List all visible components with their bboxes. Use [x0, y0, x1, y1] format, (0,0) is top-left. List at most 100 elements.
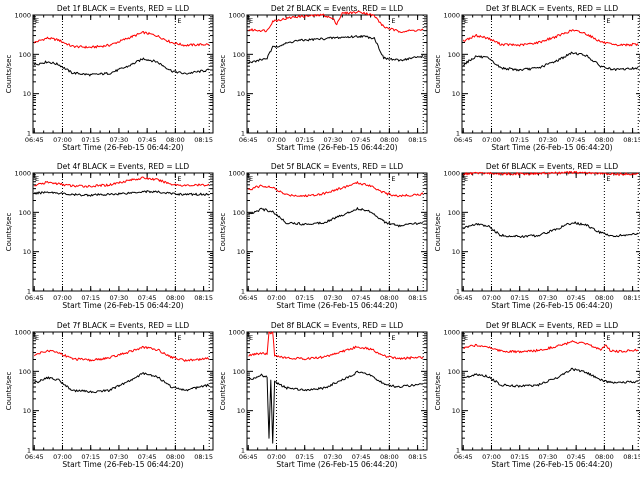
lld-series-line	[248, 10, 424, 33]
x-tick-label: 06:45	[25, 294, 44, 302]
x-tick-label: 08:00	[380, 136, 399, 144]
plot-frame	[461, 172, 640, 292]
event-marker-label: E	[464, 175, 468, 183]
events-series-line	[33, 372, 210, 394]
plot-frame	[32, 331, 214, 451]
y-tick-label: 1	[241, 130, 245, 138]
y-tick-label: 100	[233, 209, 245, 217]
x-tick-label: 07:45	[567, 294, 586, 302]
x-tick-label: 08:00	[595, 453, 614, 461]
event-marker-label: E	[606, 17, 610, 25]
x-axis-label: Start Time (26-Feb-15 06:44:20)	[62, 143, 183, 152]
y-axis-label: Counts/sec	[219, 372, 227, 411]
x-axis-label: Start Time (26-Feb-15 06:44:20)	[276, 460, 397, 469]
detector-panel: Det 9f BLACK = Events, RED = LLD 1 10 100 10…	[434, 321, 640, 469]
x-tick-label: 06:45	[454, 294, 473, 302]
x-tick-label: 07:45	[352, 453, 371, 461]
detector-panel: Det 3f BLACK = Events, RED = LLD 1 10 100 10…	[434, 4, 640, 152]
event-marker-label: E	[35, 17, 39, 25]
y-tick-label: 1000	[443, 329, 460, 337]
event-marker-label: E	[177, 17, 181, 25]
event-marker-label: E	[177, 334, 181, 342]
panel-title: Det 8f BLACK = Events, RED = LLD	[271, 321, 404, 330]
y-tick-label: 100	[233, 368, 245, 376]
x-tick-label: 06:45	[239, 136, 258, 144]
y-axis-label: Counts/sec	[219, 213, 227, 252]
plot-frame	[461, 14, 640, 134]
x-tick-label: 07:00	[267, 453, 286, 461]
lld-series-line	[33, 345, 210, 362]
lld-series-line	[247, 181, 424, 198]
detector-panel: Det 4f BLACK = Events, RED = LLD 1 10 100 10…	[5, 162, 214, 310]
events-series-line	[462, 367, 639, 388]
x-tick-label: 08:15	[623, 294, 640, 302]
event-marker-label: E	[249, 17, 253, 25]
y-tick-label: 1000	[443, 12, 460, 20]
x-tick-label: 07:45	[138, 136, 157, 144]
x-tick-label: 07:15	[81, 136, 100, 144]
x-tick-label: 07:15	[510, 294, 529, 302]
x-tick-label: 08:15	[408, 294, 427, 302]
x-tick-label: 08:00	[166, 453, 185, 461]
x-tick-label: 07:30	[110, 136, 129, 144]
y-tick-label: 10	[23, 248, 31, 256]
x-tick-label: 07:15	[510, 453, 529, 461]
x-tick-label: 08:15	[194, 453, 213, 461]
event-marker-label: E	[391, 175, 395, 183]
x-tick-label: 08:15	[194, 136, 213, 144]
y-tick-label: 10	[237, 90, 245, 98]
x-tick-label: 06:45	[25, 453, 44, 461]
x-tick-label: 07:45	[138, 453, 157, 461]
event-marker-label: E	[249, 334, 253, 342]
y-tick-label: 10	[452, 248, 460, 256]
lld-series-line	[248, 331, 424, 361]
x-tick-label: 08:15	[194, 294, 213, 302]
x-tick-label: 07:15	[81, 453, 100, 461]
x-tick-label: 06:45	[454, 453, 473, 461]
lld-series-line	[462, 170, 639, 176]
events-series-line	[247, 35, 424, 65]
x-tick-label: 07:00	[482, 136, 501, 144]
x-tick-label: 07:00	[267, 136, 286, 144]
y-axis-label: Counts/sec	[434, 55, 442, 94]
y-tick-label: 1000	[228, 329, 245, 337]
plot-frame	[246, 172, 428, 292]
lld-series-line	[34, 176, 210, 188]
event-marker-label: E	[35, 334, 39, 342]
y-tick-label: 10	[237, 248, 245, 256]
x-tick-label: 07:00	[53, 136, 72, 144]
y-tick-label: 1	[241, 447, 245, 455]
event-marker-label: E	[391, 334, 395, 342]
y-axis-label: Counts/sec	[219, 55, 227, 94]
event-marker-label: E	[35, 175, 39, 183]
x-tick-label: 07:30	[539, 136, 558, 144]
y-tick-label: 10	[452, 407, 460, 415]
y-tick-label: 1	[27, 130, 31, 138]
x-tick-label: 06:45	[239, 453, 258, 461]
x-tick-label: 08:00	[595, 136, 614, 144]
lld-series-line	[463, 340, 639, 354]
x-tick-label: 07:30	[324, 294, 343, 302]
y-tick-label: 1000	[14, 12, 31, 20]
x-tick-label: 07:45	[567, 136, 586, 144]
x-tick-label: 08:15	[408, 453, 427, 461]
x-tick-label: 08:00	[380, 294, 399, 302]
lld-series-line	[462, 29, 639, 47]
x-tick-label: 07:15	[295, 136, 314, 144]
x-tick-label: 07:15	[510, 136, 529, 144]
y-tick-label: 100	[19, 368, 31, 376]
x-tick-label: 07:15	[295, 294, 314, 302]
events-series-line	[247, 207, 424, 228]
panel-title: Det 6f BLACK = Events, RED = LLD	[486, 162, 619, 171]
y-tick-label: 10	[237, 407, 245, 415]
x-tick-label: 08:00	[166, 294, 185, 302]
x-axis-label: Start Time (26-Feb-15 06:44:20)	[276, 143, 397, 152]
y-tick-label: 1	[241, 288, 245, 296]
event-marker-label: E	[606, 175, 610, 183]
x-tick-label: 07:45	[352, 294, 371, 302]
y-axis-label: Counts/sec	[5, 55, 13, 94]
plot-frame	[246, 14, 428, 134]
y-tick-label: 1	[456, 288, 460, 296]
x-tick-label: 07:00	[267, 294, 286, 302]
